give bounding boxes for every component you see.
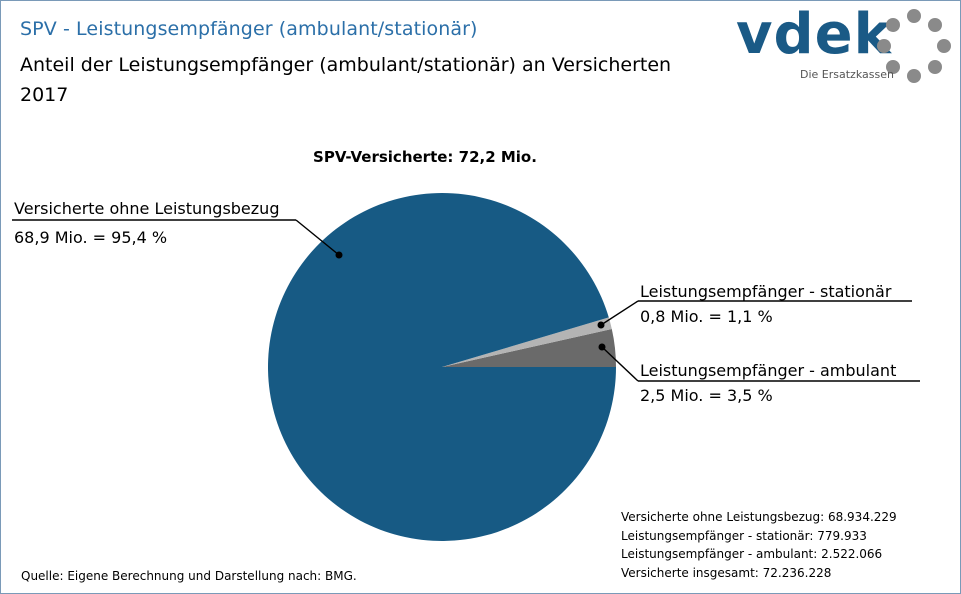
logo-ring-icon	[877, 9, 951, 83]
logo-wordmark: vdek	[736, 2, 892, 67]
leader-stationaer-dot	[597, 321, 605, 329]
label-ambulant-name: Leistungsempfänger - ambulant	[640, 361, 896, 380]
summary-line-ambulant: Leistungsempfänger - ambulant: 2.522.066	[621, 547, 883, 561]
leader-ohne-diagonal	[295, 219, 340, 256]
leader-stationaer-diagonal	[600, 300, 639, 326]
label-stationaer-name: Leistungsempfänger - stationär	[640, 282, 892, 301]
summary-line-stationaer: Leistungsempfänger - stationär: 779.933	[621, 528, 867, 543]
label-ohne-name: Versicherte ohne Leistungsbezug	[14, 199, 279, 218]
source-note: Quelle: Eigene Berechnung und Darstellun…	[21, 569, 357, 583]
label-ohne-value: 68,9 Mio. = 95,4 %	[14, 228, 167, 247]
leader-ambulant-diagonal	[601, 346, 639, 382]
summary-line-total: Versicherte insgesamt: 72.236.228	[621, 565, 832, 580]
pie-slices	[268, 193, 616, 542]
logo-tagline: Die Ersatzkassen	[800, 68, 894, 81]
summary-box: Versicherte ohne Leistungsbezug: 68.934.…	[621, 508, 897, 582]
vdek-logo: vdek Die Ersatzkassen	[736, 2, 951, 88]
slice-ambulant	[442, 329, 616, 367]
page-subtitle: Anteil der Leistungsempfänger (ambulant/…	[20, 50, 720, 110]
summary-line-ohne: Versicherte ohne Leistungsbezug: 68.934.…	[621, 510, 897, 524]
slice-ohne-leistungsbezug	[268, 193, 616, 542]
subtitle-line-1: Anteil der Leistungsempfänger (ambulant/…	[20, 54, 672, 76]
leader-ambulant-dot	[598, 343, 606, 351]
chart-title: SPV-Versicherte: 72,2 Mio.	[313, 148, 537, 166]
label-stationaer-value: 0,8 Mio. = 1,1 %	[640, 307, 773, 326]
label-ambulant-value: 2,5 Mio. = 3,5 %	[640, 386, 773, 405]
page-title: SPV - Leistungsempfänger (ambulant/stati…	[20, 18, 478, 40]
slice-stationaer	[442, 317, 612, 367]
leader-ohne-dot	[335, 251, 343, 259]
subtitle-line-2: 2017	[20, 84, 69, 106]
